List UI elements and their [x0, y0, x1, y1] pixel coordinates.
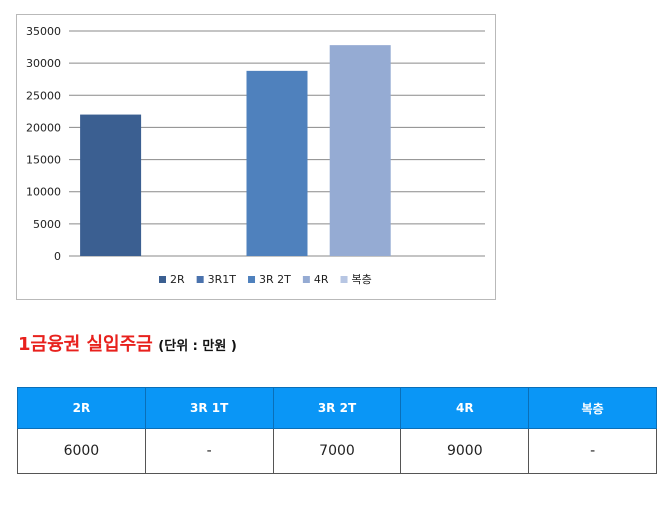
y-tick-label: 15000 [26, 154, 61, 167]
legend-swatch [248, 276, 256, 283]
header-4r: 4R [400, 387, 530, 429]
bar-3r2t [246, 70, 308, 256]
deposit-unit-note: (단위 : 만원 ) [158, 339, 237, 354]
header-3r1t: 3R 1T [144, 387, 274, 429]
legend-label: 4R [314, 273, 329, 286]
y-tick-label: 0 [54, 250, 61, 263]
y-tick-label: 35000 [26, 25, 61, 38]
y-tick-label: 25000 [26, 89, 61, 102]
y-tick-label: 20000 [26, 121, 61, 134]
table-header-row: 2R 3R 1T 3R 2T 4R 복층 [17, 387, 657, 429]
deposit-table: 2R 3R 1T 3R 2T 4R 복층 6000 - 7000 9000 - [17, 387, 657, 474]
header-2r: 2R [17, 387, 146, 429]
header-3r2t: 3R 2T [272, 387, 402, 429]
legend-label: 3R1T [208, 273, 237, 286]
cell-3r1t: - [144, 428, 274, 474]
header-duplex: 복층 [528, 387, 657, 429]
deposit-title: 1금융권 실입주금 [18, 334, 153, 355]
chart-container: 0 5000 10000 15000 20000 25000 30000 35000 2R 3R1… [16, 14, 496, 300]
deposit-heading: 1금융권 실입주금 (단위 : 만원 ) [18, 330, 237, 356]
cell-4r: 9000 [400, 428, 530, 474]
y-tick-label: 5000 [33, 218, 61, 231]
legend-swatch [340, 276, 348, 283]
legend-swatch [196, 276, 204, 283]
cell-duplex: - [528, 428, 657, 474]
y-tick-label: 10000 [26, 186, 61, 199]
legend-label: 2R [170, 273, 185, 286]
cell-2r: 6000 [17, 428, 146, 474]
bar-4r [329, 45, 391, 257]
y-tick-label: 30000 [26, 57, 61, 70]
legend-label: 3R 2T [259, 273, 291, 286]
bar-chart: 0 5000 10000 15000 20000 25000 30000 35000 2R 3R1… [26, 25, 485, 286]
legend-label: 복층 [352, 273, 372, 286]
table-row: 6000 - 7000 9000 - [17, 428, 657, 474]
legend-swatch [302, 276, 310, 283]
legend-swatch [159, 276, 166, 283]
bar-2r [80, 114, 142, 256]
cell-3r2t: 7000 [272, 428, 402, 474]
